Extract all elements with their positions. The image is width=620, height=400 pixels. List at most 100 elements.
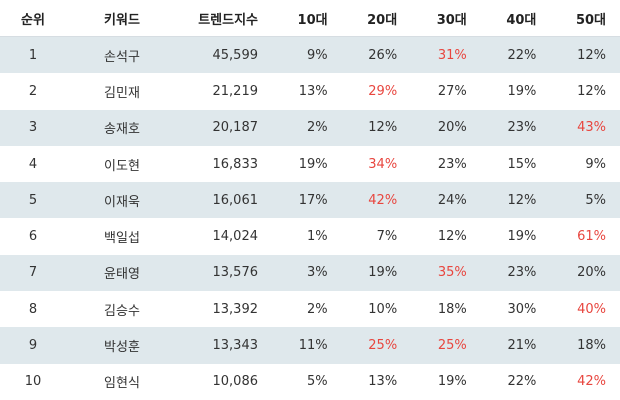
cell-age-30: 27% xyxy=(411,73,481,110)
header-keyword: 키워드 xyxy=(66,0,178,37)
cell-age-50: 61% xyxy=(550,218,620,255)
cell-age-30: 23% xyxy=(411,145,481,183)
cell-age-40: 23% xyxy=(480,254,551,292)
cell-keyword: 박성훈 xyxy=(66,327,178,364)
cell-age-40: 19% xyxy=(480,218,551,255)
cell-age-50: 42% xyxy=(550,363,620,400)
header-age-20: 20대 xyxy=(341,0,412,37)
table-row: 9 박성훈 13,343 11% 25% 25% 21% 18% xyxy=(0,327,620,364)
cell-age-10: 9% xyxy=(272,36,342,74)
cell-rank: 2 xyxy=(0,73,66,110)
cell-age-30: 18% xyxy=(411,291,481,328)
cell-age-20: 13% xyxy=(341,363,412,400)
cell-rank: 10 xyxy=(0,363,66,400)
cell-age-30: 35% xyxy=(411,254,481,292)
cell-age-10: 17% xyxy=(272,182,342,219)
cell-age-20: 19% xyxy=(341,254,412,292)
table-header-row: 순위 키워드 트렌드지수 10대 20대 30대 40대 50대 xyxy=(0,0,620,37)
cell-age-10: 13% xyxy=(272,73,342,110)
cell-trend-index: 16,833 xyxy=(178,145,272,183)
cell-age-50: 12% xyxy=(550,73,620,110)
cell-age-20: 7% xyxy=(341,218,412,255)
cell-keyword: 김승수 xyxy=(66,291,178,328)
cell-age-10: 19% xyxy=(272,145,342,183)
header-age-40: 40대 xyxy=(480,0,551,37)
cell-rank: 7 xyxy=(0,254,66,292)
cell-rank: 1 xyxy=(0,36,66,74)
cell-age-20: 29% xyxy=(341,73,412,110)
cell-rank: 4 xyxy=(0,145,66,183)
cell-age-30: 19% xyxy=(411,363,481,400)
cell-age-10: 11% xyxy=(272,327,342,364)
table-row: 8 김승수 13,392 2% 10% 18% 30% 40% xyxy=(0,291,620,328)
cell-keyword: 김민재 xyxy=(66,73,178,110)
cell-keyword: 임현식 xyxy=(66,363,178,400)
cell-keyword: 이재욱 xyxy=(66,182,178,219)
cell-rank: 9 xyxy=(0,327,66,364)
cell-rank: 6 xyxy=(0,218,66,255)
header-trend-index: 트렌드지수 xyxy=(178,0,272,37)
cell-rank: 3 xyxy=(0,109,66,146)
cell-age-50: 12% xyxy=(550,36,620,74)
cell-keyword: 백일섭 xyxy=(66,218,178,255)
table-row: 1 손석구 45,599 9% 26% 31% 22% 12% xyxy=(0,36,620,74)
cell-age-10: 1% xyxy=(272,218,342,255)
cell-age-30: 31% xyxy=(411,36,481,74)
table-row: 3 송재호 20,187 2% 12% 20% 23% 43% xyxy=(0,109,620,146)
cell-age-50: 9% xyxy=(550,145,620,183)
cell-age-40: 15% xyxy=(480,145,551,183)
cell-age-20: 25% xyxy=(341,327,412,364)
table-row: 2 김민재 21,219 13% 29% 27% 19% 12% xyxy=(0,73,620,110)
cell-age-30: 12% xyxy=(411,218,481,255)
cell-trend-index: 13,392 xyxy=(178,291,272,328)
cell-trend-index: 45,599 xyxy=(178,36,272,74)
cell-trend-index: 10,086 xyxy=(178,363,272,400)
cell-age-10: 3% xyxy=(272,254,342,292)
table-row: 5 이재욱 16,061 17% 42% 24% 12% 5% xyxy=(0,182,620,219)
cell-age-40: 30% xyxy=(480,291,551,328)
cell-age-50: 5% xyxy=(550,182,620,219)
cell-age-40: 22% xyxy=(480,363,551,400)
cell-keyword: 손석구 xyxy=(66,36,178,74)
header-rank: 순위 xyxy=(0,0,66,37)
cell-rank: 5 xyxy=(0,182,66,219)
cell-age-10: 2% xyxy=(272,109,342,146)
cell-keyword: 이도현 xyxy=(66,145,178,183)
table-row: 10 임현식 10,086 5% 13% 19% 22% 42% xyxy=(0,363,620,400)
cell-age-10: 2% xyxy=(272,291,342,328)
cell-age-50: 43% xyxy=(550,109,620,146)
cell-age-40: 22% xyxy=(480,36,551,74)
table-row: 4 이도현 16,833 19% 34% 23% 15% 9% xyxy=(0,145,620,183)
cell-trend-index: 13,343 xyxy=(178,327,272,364)
cell-age-30: 20% xyxy=(411,109,481,146)
cell-age-50: 18% xyxy=(550,327,620,364)
cell-age-20: 26% xyxy=(341,36,412,74)
cell-age-40: 21% xyxy=(480,327,551,364)
cell-keyword: 윤태영 xyxy=(66,254,178,292)
cell-trend-index: 20,187 xyxy=(178,109,272,146)
cell-age-10: 5% xyxy=(272,363,342,400)
table-row: 7 윤태영 13,576 3% 19% 35% 23% 20% xyxy=(0,254,620,292)
cell-trend-index: 21,219 xyxy=(178,73,272,110)
table-row: 6 백일섭 14,024 1% 7% 12% 19% 61% xyxy=(0,218,620,255)
cell-trend-index: 13,576 xyxy=(178,254,272,292)
cell-age-40: 12% xyxy=(480,182,551,219)
cell-age-50: 20% xyxy=(550,254,620,292)
cell-keyword: 송재호 xyxy=(66,109,178,146)
cell-age-40: 19% xyxy=(480,73,551,110)
cell-age-20: 12% xyxy=(341,109,412,146)
header-age-30: 30대 xyxy=(411,0,481,37)
cell-age-40: 23% xyxy=(480,109,551,146)
header-age-10: 10대 xyxy=(272,0,342,37)
cell-age-30: 24% xyxy=(411,182,481,219)
cell-age-20: 34% xyxy=(341,145,412,183)
cell-trend-index: 14,024 xyxy=(178,218,272,255)
cell-age-50: 40% xyxy=(550,291,620,328)
cell-age-30: 25% xyxy=(411,327,481,364)
cell-age-20: 10% xyxy=(341,291,412,328)
cell-age-20: 42% xyxy=(341,182,412,219)
cell-trend-index: 16,061 xyxy=(178,182,272,219)
table-body: 1 손석구 45,599 9% 26% 31% 22% 12% 2 김민재 21,219 13% 29%… xyxy=(0,36,620,400)
cell-rank: 8 xyxy=(0,291,66,328)
